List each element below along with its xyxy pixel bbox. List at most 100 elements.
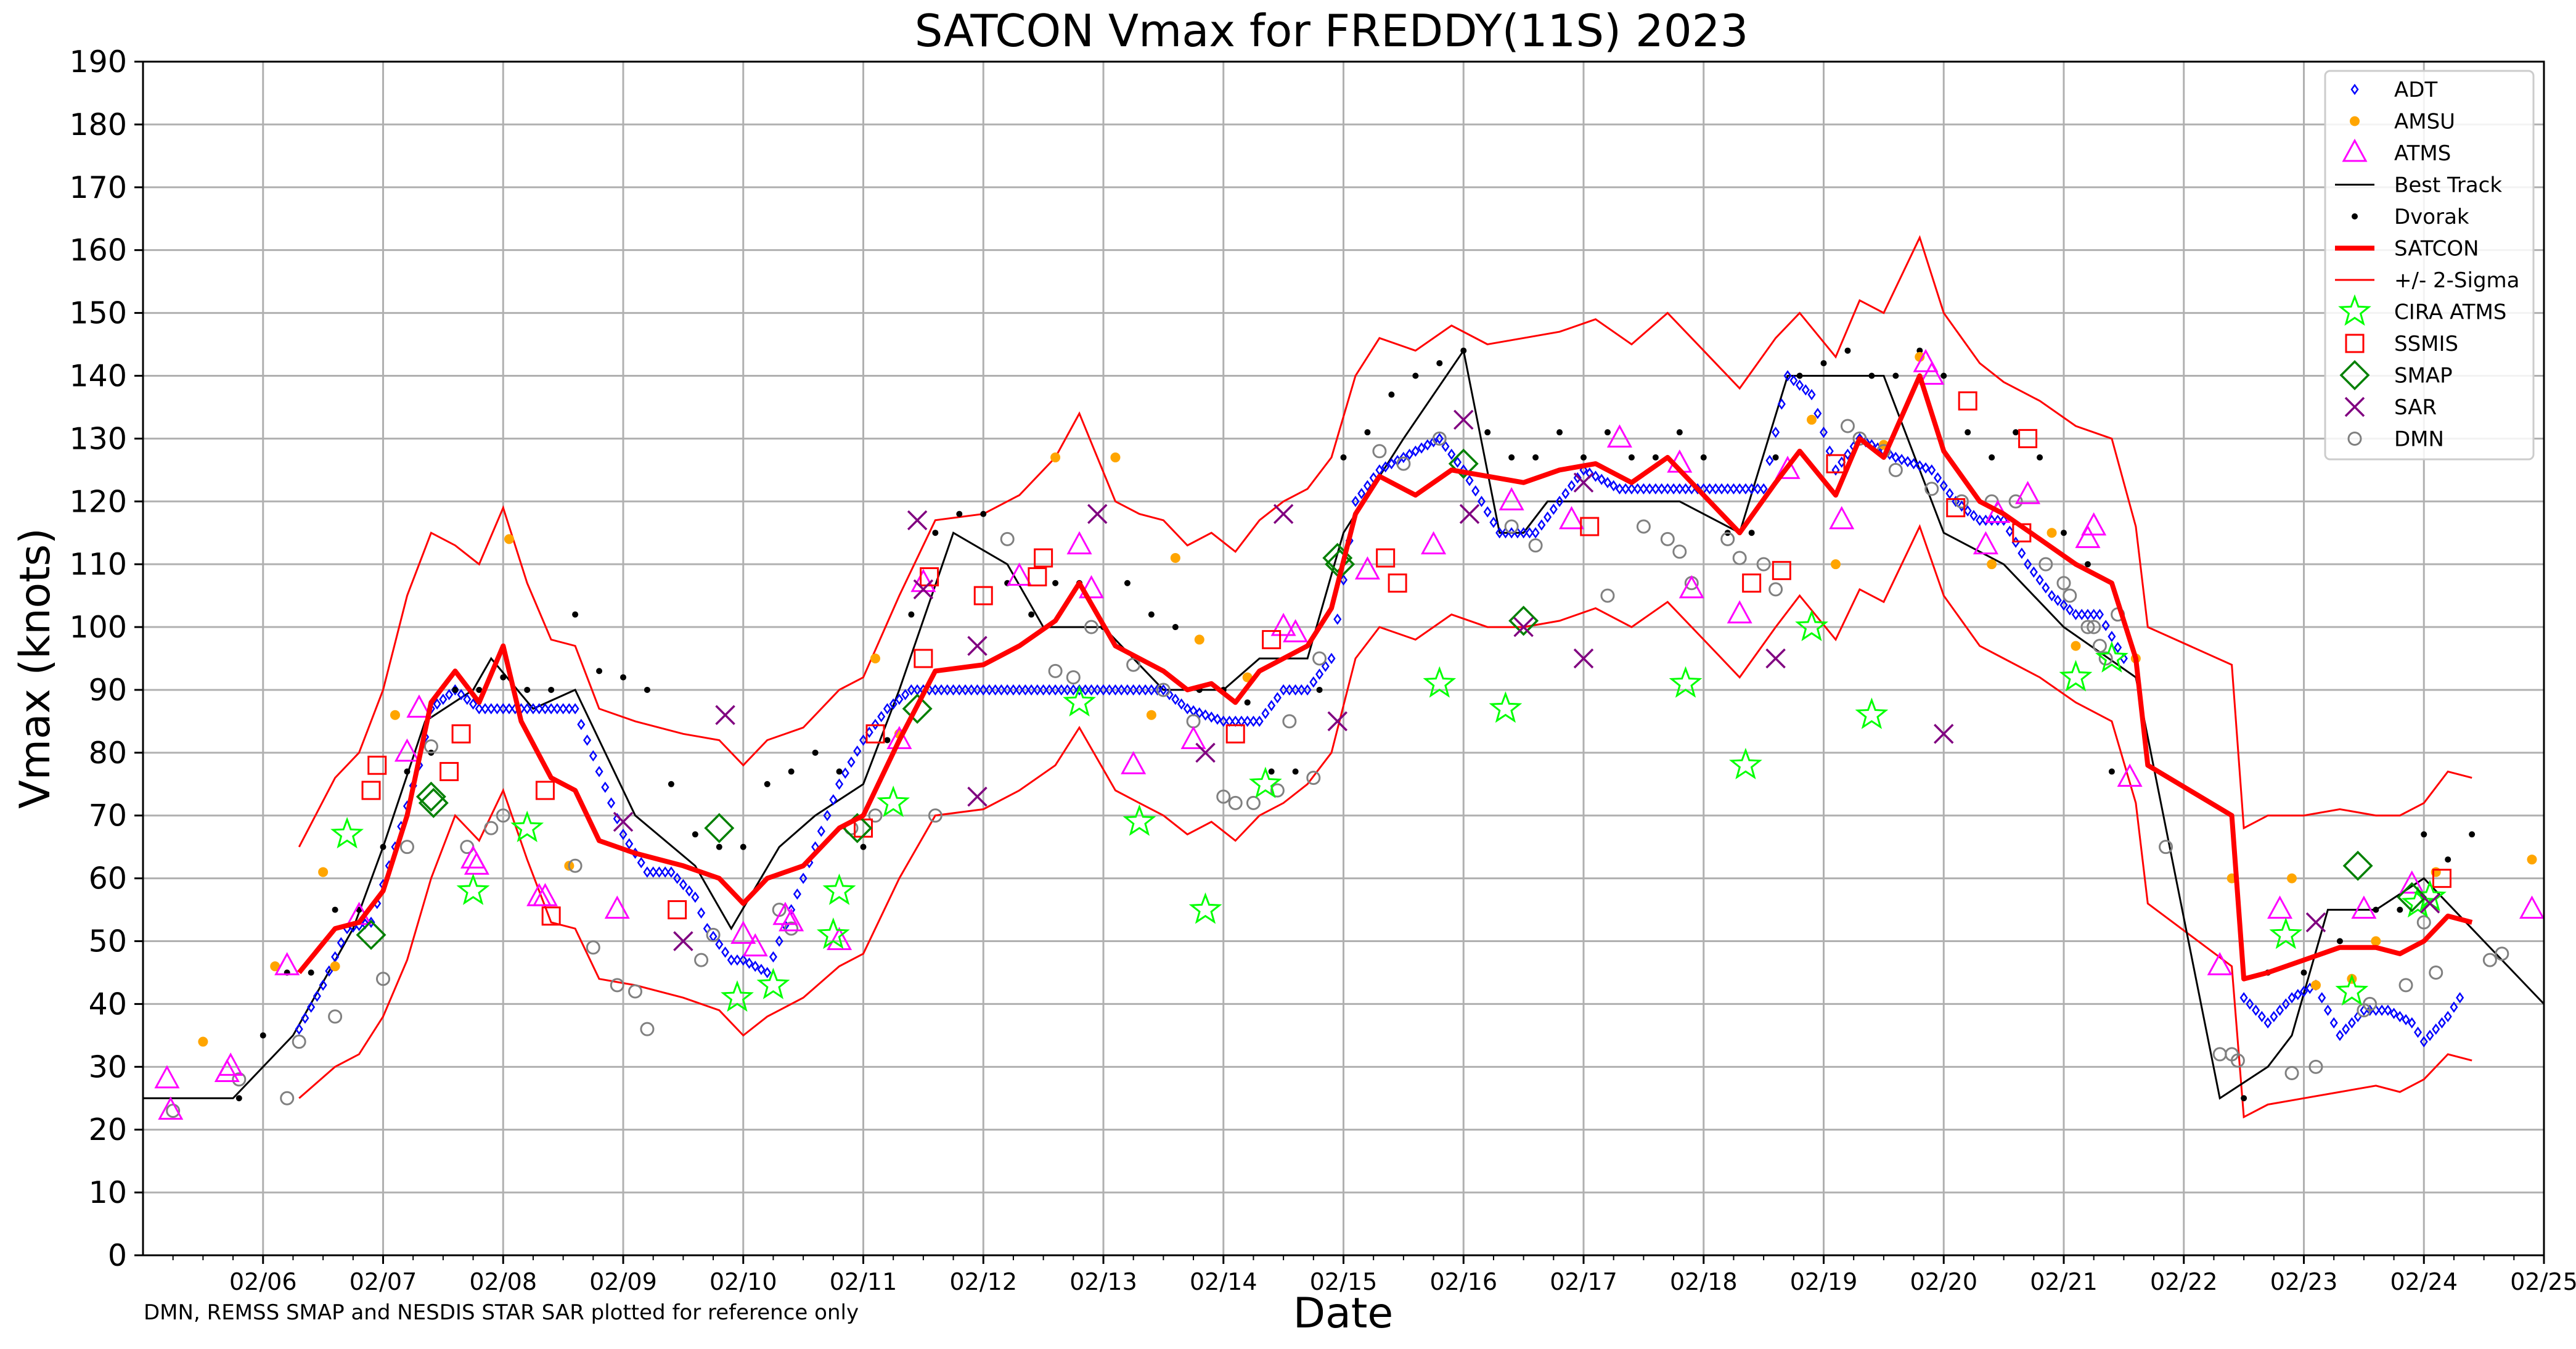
dvorak-point: [1604, 429, 1611, 436]
adt-point: [1435, 433, 1444, 445]
adt-point: [793, 888, 801, 900]
adt-point: [1567, 480, 1576, 491]
adt-point: [2047, 589, 2056, 602]
sar-point: [1934, 724, 1954, 744]
dvorak-point: [740, 843, 746, 850]
adt-point: [1651, 483, 1660, 495]
legend-label-satcon: SATCON: [2394, 237, 2479, 261]
adt-point: [2000, 514, 2008, 526]
dvorak-point: [1989, 454, 1995, 461]
dvorak-point: [2108, 768, 2115, 775]
cira-point: [2335, 974, 2369, 1006]
legend-entry-satcon: SATCON: [2335, 237, 2479, 261]
adt-point: [667, 866, 676, 878]
adt-point: [1243, 715, 1252, 728]
adt-point: [883, 703, 891, 715]
dvorak-point: [1436, 360, 1443, 367]
adt-point: [553, 703, 562, 715]
cira-point: [456, 873, 490, 905]
atms-point: [1973, 531, 1998, 555]
atms-point: [2399, 870, 2425, 894]
dvorak-point: [1460, 347, 1467, 354]
ssmis-point: [1772, 560, 1791, 580]
amsu-point: [2046, 528, 2057, 538]
atms-point: [1829, 506, 1855, 530]
adt-point: [1111, 684, 1120, 696]
adt-point: [433, 698, 441, 710]
adt-point: [1627, 483, 1636, 495]
adt-point: [985, 684, 994, 696]
dmn-point: [2038, 557, 2053, 572]
y-tick-label: 90: [89, 673, 127, 708]
adt-point: [1993, 514, 2002, 526]
x-tick-label: 02/17: [1550, 1268, 1617, 1295]
adt-point: [889, 698, 898, 710]
adt-point: [1741, 483, 1750, 495]
adt-point: [691, 892, 700, 903]
adt-point: [937, 684, 946, 696]
amsu-point: [330, 961, 340, 972]
dmn-point: [2495, 946, 2509, 961]
adt-series: [295, 370, 2464, 1048]
adt-point: [637, 857, 645, 869]
ssmis-point: [1826, 454, 1846, 474]
ssmis-point: [668, 900, 687, 920]
ssmis-point: [1388, 573, 1407, 593]
dmn-point: [1432, 431, 1447, 446]
sar-point: [613, 811, 634, 832]
dvorak-point: [1965, 429, 1971, 436]
dmn-point: [1504, 519, 1519, 534]
dmn-point: [1636, 519, 1651, 534]
dvorak-point: [1244, 699, 1251, 706]
y-tick-label: 80: [89, 736, 127, 771]
adt-point: [979, 684, 987, 696]
adt-point: [1117, 684, 1126, 696]
legend-swatch-atms: [2342, 138, 2368, 162]
amsu-point: [1194, 634, 1204, 645]
adt-point: [1189, 705, 1198, 717]
ssmis-point: [361, 781, 381, 800]
adt-point: [1315, 668, 1324, 680]
dvorak-point: [1772, 454, 1779, 461]
dmn-point: [1954, 494, 1969, 509]
atms-series: [154, 348, 2545, 1120]
dvorak-point: [2013, 429, 2019, 436]
dvorak-point: [1124, 580, 1131, 586]
y-tick-label: 150: [69, 296, 127, 331]
adt-point: [2408, 1017, 2416, 1029]
y-tick-label: 40: [89, 986, 127, 1022]
dvorak-point: [1484, 429, 1491, 436]
dmn-point: [2363, 996, 2378, 1011]
ssmis-series: [361, 391, 2451, 926]
adt-point: [529, 703, 538, 715]
atms-point: [886, 726, 912, 749]
adt-point: [2071, 609, 2080, 620]
dvorak-point: [956, 510, 963, 517]
dvorak-point: [2084, 561, 2091, 568]
adt-point: [2042, 582, 2050, 594]
adt-point: [2419, 1036, 2428, 1048]
adt-point: [1009, 684, 1018, 696]
dmn-point: [1672, 544, 1687, 559]
adt-point: [1772, 427, 1780, 438]
adt-point: [1915, 460, 1924, 472]
atms-point: [1558, 506, 1585, 530]
cira-point: [1795, 609, 1828, 641]
dmn-point: [2230, 1053, 2245, 1068]
adt-point: [1141, 684, 1150, 696]
dvorak-point: [524, 686, 531, 693]
dmn-point: [1282, 714, 1297, 729]
adt-point: [2108, 631, 2116, 642]
cira-point: [721, 980, 754, 1012]
adt-point: [1165, 689, 1174, 700]
legend-swatch-ssmis: [2345, 334, 2365, 353]
legend-label-best_track: Best Track: [2394, 173, 2502, 198]
cira-point: [2269, 917, 2303, 949]
adt-point: [907, 684, 915, 696]
dmn-point: [2087, 620, 2101, 634]
smap-point: [418, 787, 449, 818]
adt-point: [1291, 684, 1300, 696]
adt-point: [1495, 527, 1504, 539]
adt-point: [859, 734, 868, 746]
dvorak-point: [2421, 831, 2427, 838]
